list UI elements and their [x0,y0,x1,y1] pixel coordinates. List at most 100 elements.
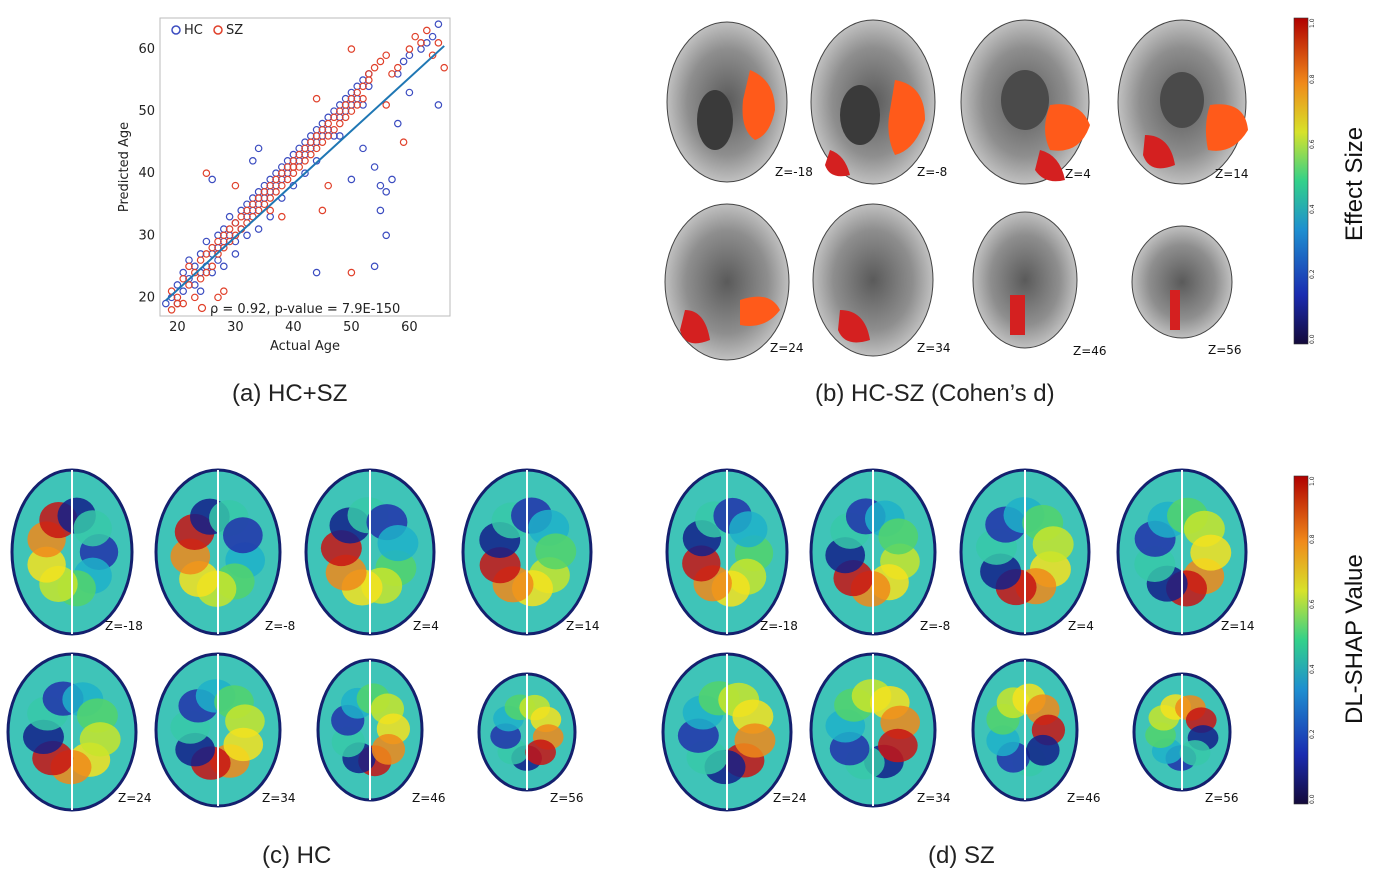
d-z-label-4: Z=14 [1221,619,1255,633]
sz-point [254,206,263,215]
sz-point [202,169,211,178]
hc-point [254,144,263,153]
hc-point [376,206,385,215]
scatter-chart: 20 30 40 50 60 20 30 40 50 60 HC SZ ρ = 0.92, p-… [117,17,451,354]
d-tick-5: 1.0 [1309,476,1316,486]
c-slice-4: Z=14 [461,468,600,636]
hc-point [208,175,217,184]
b-slice-3: Z=4 [960,19,1091,185]
panel-c-brains: Z=-18 Z=-8 Z=4 Z=14 Z=24 Z=34 Z=46 Z=56 [6,468,600,812]
dl-shap-label: DL-SHAP Value [1341,554,1368,724]
x-tick-label: 20 [169,320,186,335]
sz-point [220,231,228,240]
b-tick-4: 0.8 [1309,74,1316,84]
hc-point [405,88,414,97]
d-slice-5: Z=24 [661,652,807,812]
sz-point [295,150,304,159]
dl-shap-colorbar: 0.0 0.2 0.4 0.6 0.8 1.0 [1293,475,1316,805]
sz-point [225,237,234,246]
sz-point [382,51,391,60]
effect-size-label: Effect Size [1341,126,1368,242]
sz-point [208,243,217,252]
hc-point [231,250,240,258]
c-z-label-6: Z=34 [262,791,296,805]
sz-point [318,138,327,146]
sz-point [353,101,362,109]
c-z-label-2: Z=-8 [265,619,295,633]
sz-point [249,200,257,209]
hc-point [399,57,408,66]
sz-point [307,150,315,159]
sz-point [341,113,350,122]
sz-point [364,70,373,78]
sz-point [278,169,286,178]
sz-point [283,175,292,184]
hc-point [312,268,321,277]
sz-point [301,144,309,153]
sz-point [318,125,327,134]
plot-area [159,17,451,317]
sz-point [405,45,414,53]
hc-point [422,39,431,47]
sz-point [254,194,263,202]
sz-point [179,274,188,283]
hc-point [382,188,391,196]
y-axis-label: Predicted Age [117,122,132,212]
x-axis-label: Actual Age [270,339,340,354]
sz-point [214,237,222,246]
b-slice-7: Z=46 [972,211,1107,358]
sz-point [318,206,327,215]
d-slice-8: Z=56 [1132,672,1239,805]
sz-point [272,175,280,184]
c-slice-6: Z=34 [154,652,296,808]
sz-point [191,268,199,277]
b-z-label-4: Z=14 [1215,167,1249,181]
c-z-label-4: Z=14 [566,619,600,633]
sz-point [191,293,199,302]
b-slice-1: Z=-18 [666,21,813,183]
hc-point [173,281,182,289]
x-tick-label: 30 [227,320,244,335]
b-slice-4: Z=14 [1117,19,1249,185]
sz-point [336,119,344,128]
hc-point [434,20,443,29]
sz-point [417,39,425,47]
legend-sz-marker [213,25,223,35]
sz-point [283,163,292,171]
caption-d: (d) SZ [928,842,995,869]
sz-point [312,94,321,103]
sz-point [278,181,286,190]
c-z-label-3: Z=4 [413,619,439,633]
hc-point [243,231,251,240]
hc-point [254,225,263,233]
b-tick-0: 0.0 [1309,334,1316,344]
b-z-label-7: Z=46 [1073,344,1107,358]
y-tick-label: 30 [138,228,155,243]
sz-point [330,113,338,122]
sz-point [330,125,338,134]
sz-point [289,163,298,171]
b-z-label-8: Z=56 [1208,343,1242,357]
d-tick-2: 0.4 [1309,664,1316,674]
sz-point [347,94,356,103]
c-z-label-8: Z=56 [550,791,584,805]
d-slice-6: Z=34 [809,652,951,808]
sz-point [428,51,437,60]
sz-point [336,107,344,115]
caption-b: (b) HC-SZ (Cohen’s d) [815,380,1055,407]
sz-point [376,57,385,66]
c-slice-2: Z=-8 [154,468,295,636]
panel-d-brains: Z=-18 Z=-8 Z=4 Z=14 Z=24 Z=34 Z=46 Z=56 [661,468,1255,812]
sz-point [359,82,367,91]
sz-point [225,225,234,233]
sz-point [167,305,176,314]
hc-point [336,132,344,140]
sz-point [422,26,431,35]
sz-point [312,144,321,153]
sz-point [231,181,240,190]
b-z-label-3: Z=4 [1065,167,1091,181]
c-z-label-1: Z=-18 [105,619,143,633]
sz-point [341,101,350,109]
hc-point [370,262,379,271]
sz-point [370,63,379,72]
